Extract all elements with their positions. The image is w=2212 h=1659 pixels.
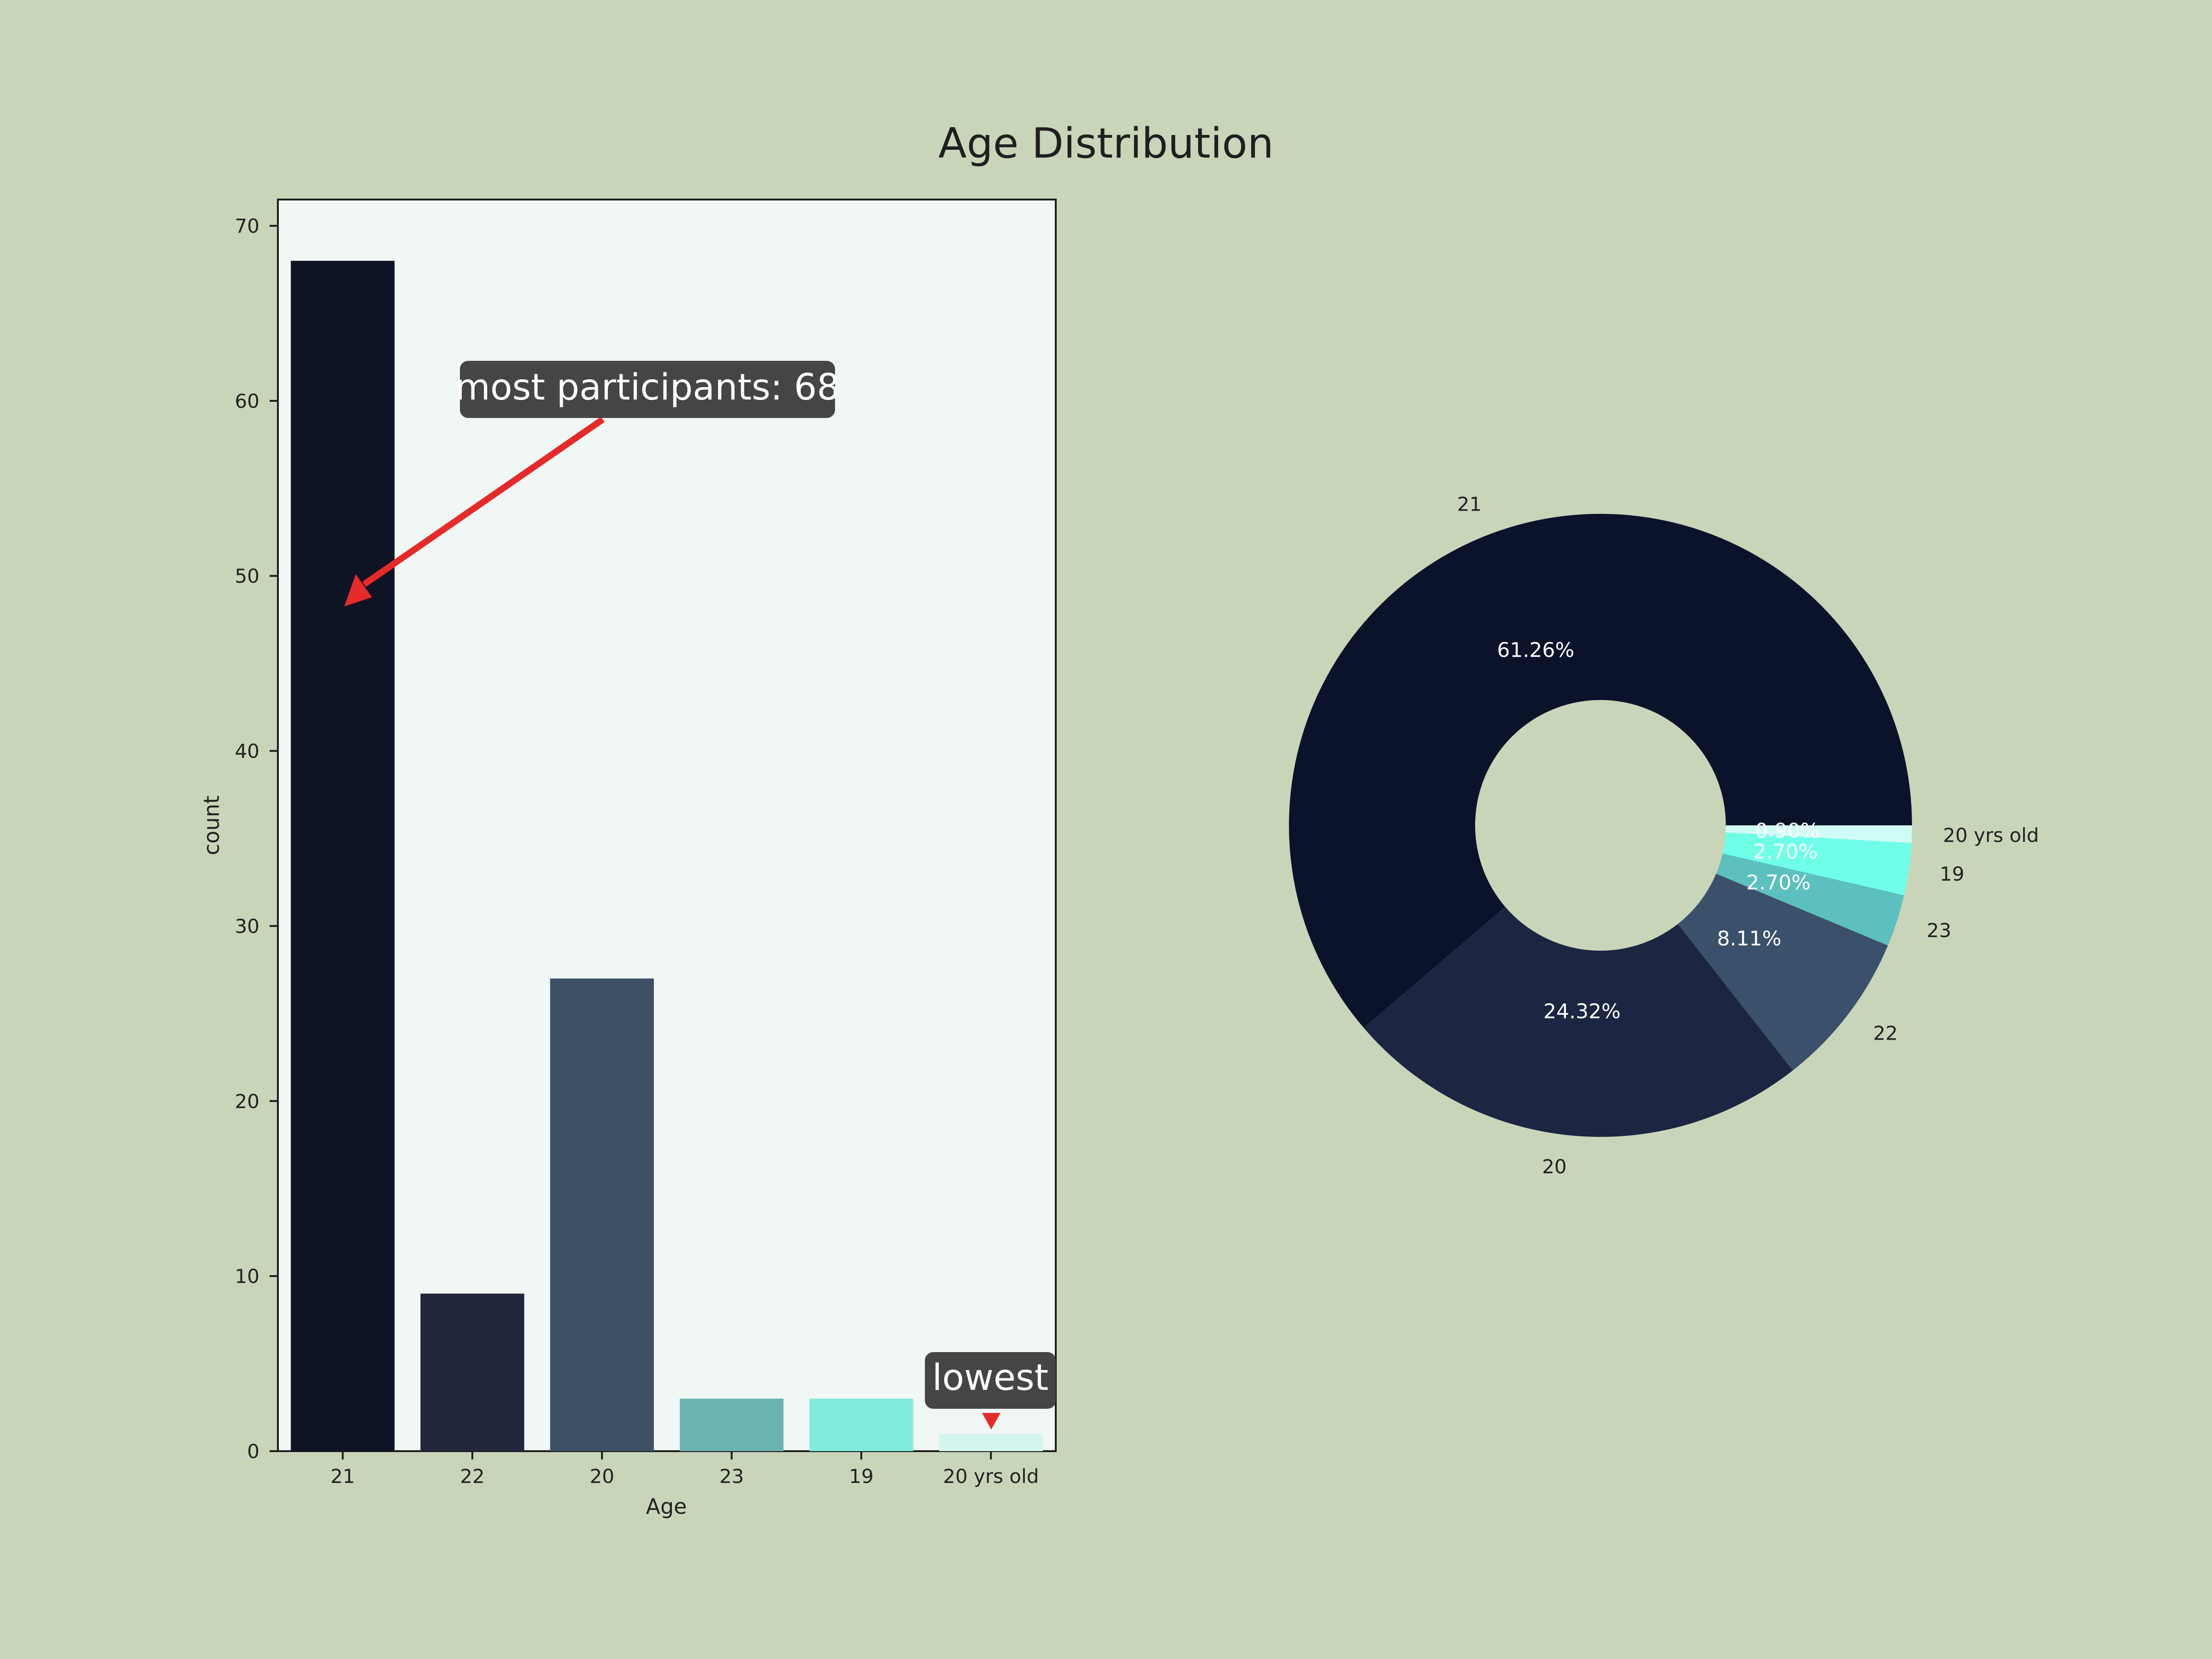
bar [291,260,395,1451]
donut-category-label: 21 [1457,493,1482,515]
donut-category-label: 22 [1873,1022,1898,1044]
figure-title: Age Distribution [938,119,1274,168]
y-tick-label: 20 [235,1090,259,1112]
donut-slice [1364,906,1793,1137]
annotation-arrowhead [982,1413,1000,1430]
donut-category-label: 23 [1927,919,1951,942]
y-tick-label: 40 [235,740,259,763]
bar [550,978,654,1451]
bar [809,1399,913,1451]
y-tick-label: 30 [235,915,259,937]
donut-value-label: 61.26% [1497,639,1575,662]
x-tick-label: 21 [330,1465,355,1488]
x-axis: 21 22 20 23 19 20 yrs old [330,1451,1039,1488]
donut-slice [1677,873,1888,1071]
donut-category-label: 19 [1940,863,1964,885]
y-tick-label: 60 [235,390,259,412]
donut-category-label: 20 [1542,1155,1566,1178]
annotation-arrow [362,417,605,587]
y-axis-label: count [199,795,224,855]
annotation-arrowhead [344,574,372,606]
y-tick-label: 70 [235,215,259,237]
y-tick-label: 0 [247,1440,259,1463]
donut-value-label: 2.70% [1746,871,1811,894]
bars [291,260,1043,1451]
donut-category-label: 20 yrs old [1943,824,2039,847]
x-tick-label: 23 [719,1465,744,1488]
donut-slice [1716,853,1904,946]
donut-labels: 61.26% 21 24.32% 20 8.11% 22 2.70% 23 2.70% 19 0.9… [1457,493,2039,1177]
annotation-box [925,1352,1056,1409]
x-axis-label: Age [646,1494,687,1519]
donut-value-label: 8.11% [1717,927,1782,951]
annotation-most-participants: most participants: 68 [344,361,840,606]
y-tick-label: 10 [235,1265,259,1288]
donut-value-label: 24.32% [1543,1000,1621,1024]
bar [939,1434,1043,1451]
x-tick-label: 20 yrs old [943,1465,1039,1488]
x-tick-label: 19 [849,1465,873,1488]
y-axis: 0 10 20 30 40 50 60 70 [235,215,278,1463]
donut-slice [1725,825,1912,843]
donut-value-label: 0.90% [1755,819,1820,842]
annotation-text: lowest [932,1357,1048,1399]
donut-value-label: 2.70% [1753,840,1818,864]
donut-slice [1289,514,1912,1028]
donut-slice [1723,832,1912,895]
x-tick-label: 20 [590,1465,614,1488]
annotation-lowest: lowest [925,1352,1056,1430]
annotation-box [460,361,835,418]
donut-slices [1289,514,1912,1137]
bar-chart: 0 10 20 30 40 50 60 70 21 22 20 23 19 20 yrs old Age… [199,199,1057,1519]
bar [680,1399,784,1451]
bar [420,1294,524,1451]
y-tick-label: 50 [235,565,259,588]
donut-chart: 61.26% 21 24.32% 20 8.11% 22 2.70% 23 2.70% 19 0.9… [1289,493,2039,1178]
x-tick-label: 22 [460,1465,484,1488]
annotation-text: most participants: 68 [455,367,840,408]
